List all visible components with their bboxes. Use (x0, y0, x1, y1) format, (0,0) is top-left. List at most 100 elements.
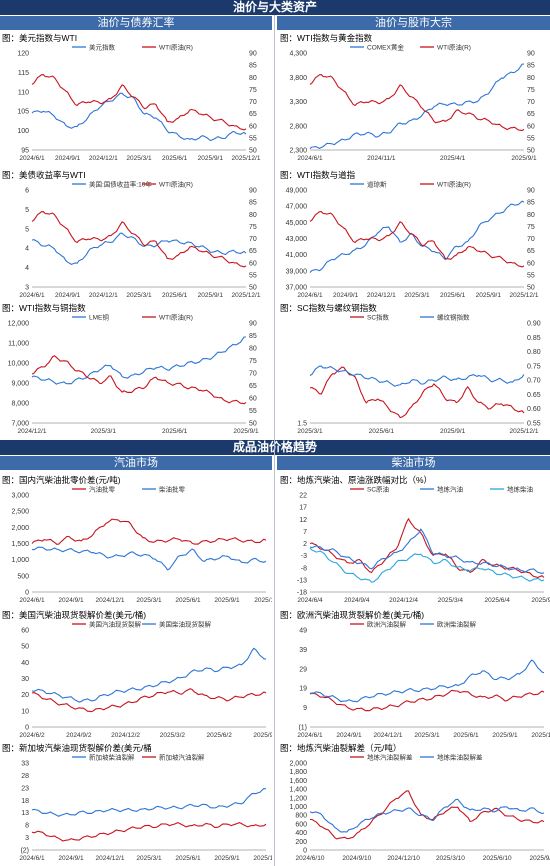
chart-title: 图：WTI指数与黄金指数 (280, 33, 373, 43)
x-tick-label: 2025/6/1 (175, 855, 201, 862)
y-tick-label: 13 (21, 810, 29, 817)
y-tick-label: 1,800 (289, 769, 307, 776)
y-tick-label: 600 (295, 821, 307, 828)
x-tick-label: 2024/6/1 (297, 732, 323, 739)
y-tick-label: 17 (299, 505, 307, 512)
x-tick-label: 2024/6/1 (19, 855, 45, 862)
series-line-1 (309, 200, 525, 273)
y-tick-label: 6 (25, 188, 29, 195)
y-right-tick-label: 0.75 (527, 363, 541, 370)
legend-label: 汽油批零 (89, 485, 116, 494)
series-line-2 (31, 821, 267, 842)
y-tick-label: 33 (21, 761, 29, 768)
y-right-tick-label: 80 (527, 212, 535, 219)
y-tick-label: 20 (21, 692, 29, 699)
series-line-2 (31, 546, 267, 571)
series-line-1 (31, 518, 267, 545)
y-tick-label: (1) (298, 725, 307, 732)
legend-label: 美国:国债收益率:10年 (89, 180, 152, 189)
chart-c1: 图：美元指数与WTI 95 100 105 110 115 120 50 55 60 65 70 75 8… (0, 31, 272, 166)
bottom-left-subtitle: 汽油市场 (0, 456, 272, 470)
y-tick-label: 8,000 (11, 401, 29, 408)
chart-title: 图：美元指数与WTI (2, 33, 78, 43)
y-right-tick-label: 90 (249, 51, 257, 58)
y-tick-label: 37,000 (286, 285, 308, 292)
legend-label: 美国汽油现货裂解 (89, 620, 142, 629)
y-tick-label: 95 (21, 148, 29, 155)
chart-c8: 图：地炼汽柴油、原油涨跌幅对比（%） -18 -13 -8 -3 2 7 12 17 22 2024… (278, 473, 550, 608)
x-tick-label: 2024/9/10 (342, 855, 371, 862)
x-tick-label: 2024/6/1 (19, 597, 45, 604)
legend-label: 美国柴油现货裂解 (159, 620, 212, 629)
legend-label: 地炼汽油 (437, 485, 463, 494)
x-tick-label: 2024/9/1 (58, 597, 84, 604)
y-tick-label: 0 (303, 848, 307, 855)
legend-label: WTI原油(R) (159, 43, 193, 52)
series-line-1 (309, 689, 545, 712)
y-right-tick-label: 70 (249, 371, 257, 378)
x-tick-label: 2025/6/1 (453, 732, 479, 739)
legend-label: WTI原油(R) (159, 313, 193, 322)
y-tick-label: 9 (303, 705, 307, 712)
x-tick-label: 2024/12/1 (367, 292, 396, 299)
chart-title: 图：美国汽柴油现货裂解价差(美元/桶) (2, 610, 147, 620)
y-right-tick-label: 75 (527, 87, 535, 94)
y-tick-label: 50 (21, 644, 29, 651)
x-tick-label: 2025/12/ (531, 732, 550, 739)
legend-label: WTI原油(R) (437, 180, 471, 189)
x-tick-label: 2024/12/1 (374, 732, 403, 739)
y-tick-label: 3,300 (289, 99, 307, 106)
y-tick-label: 12 (299, 517, 307, 524)
legend-label: 螺纹钢指数 (437, 313, 470, 322)
series-line-2 (309, 798, 545, 833)
y-right-tick-label: 50 (249, 421, 257, 428)
y-right-tick-label: 85 (527, 63, 535, 70)
legend-label: 新加坡柴油裂解 (89, 753, 135, 762)
y-tick-label: 1,600 (289, 778, 307, 785)
y-tick-label: 49,000 (286, 188, 308, 195)
x-tick-label: 2025/9/1 (440, 428, 466, 435)
y-tick-label: 12,000 (8, 321, 30, 328)
y-right-tick-label: 50 (527, 148, 535, 155)
legend-label: SC指数 (367, 313, 390, 322)
x-tick-label: 2024/9/1 (333, 292, 359, 299)
x-tick-label: 2025/3/10 (436, 855, 465, 862)
y-tick-label: 115 (18, 70, 29, 77)
y-right-tick-label: 55 (249, 272, 257, 279)
y-right-tick-label: 60 (249, 123, 257, 130)
legend-label: SC原油 (367, 485, 389, 494)
legend-label: 道琼斯 (367, 180, 387, 189)
legend-label: 美元指数 (89, 43, 116, 52)
y-right-tick-label: 60 (249, 396, 257, 403)
chart-title: 图：SC指数与螺纹钢指数 (280, 303, 377, 313)
y-tick-label: 7 (303, 529, 307, 536)
legend-label: 地炼柴油裂解差 (437, 753, 483, 762)
y-right-tick-label: 50 (249, 148, 257, 155)
y-tick-label: 43,000 (286, 236, 308, 243)
legend-label: 新加坡汽油裂解 (159, 753, 205, 762)
y-right-tick-label: 65 (249, 248, 257, 255)
chart-svg: 95 100 105 110 115 120 50 55 60 65 70 75 80 85 90 2024/… (17, 43, 261, 163)
y-tick-label: 19 (299, 686, 307, 693)
series-line-2 (31, 74, 247, 131)
y-right-tick-label: 90 (527, 188, 535, 195)
y-tick-label: 9,000 (11, 381, 29, 388)
series-line-1 (310, 790, 545, 840)
x-tick-label: 2025/12/1 (232, 155, 261, 162)
y-tick-label: 39,000 (286, 268, 308, 275)
y-right-tick-label: 70 (527, 99, 535, 106)
x-tick-label: 2025/6/1 (440, 292, 466, 299)
x-tick-label: 2024/11/1 (367, 155, 396, 162)
bottom-section-title: 成品油价格趋势 (0, 440, 550, 455)
x-tick-label: 2024/12/1 (96, 855, 125, 862)
x-tick-label: 2025/6/1 (175, 597, 201, 604)
y-tick-label: -3 (301, 553, 307, 560)
y-tick-label: 41,000 (286, 252, 308, 259)
x-tick-label: 2025/9/1 (511, 155, 537, 162)
x-tick-label: 2024/9/1 (336, 732, 362, 739)
y-right-tick-label: 70 (527, 236, 535, 243)
chart-c10: 图：欧洲汽柴油现货裂解价差(美元/桶) (1) 9 19 29 39 49 2024/6/1 2… (278, 608, 550, 743)
series-line-1 (31, 787, 267, 817)
